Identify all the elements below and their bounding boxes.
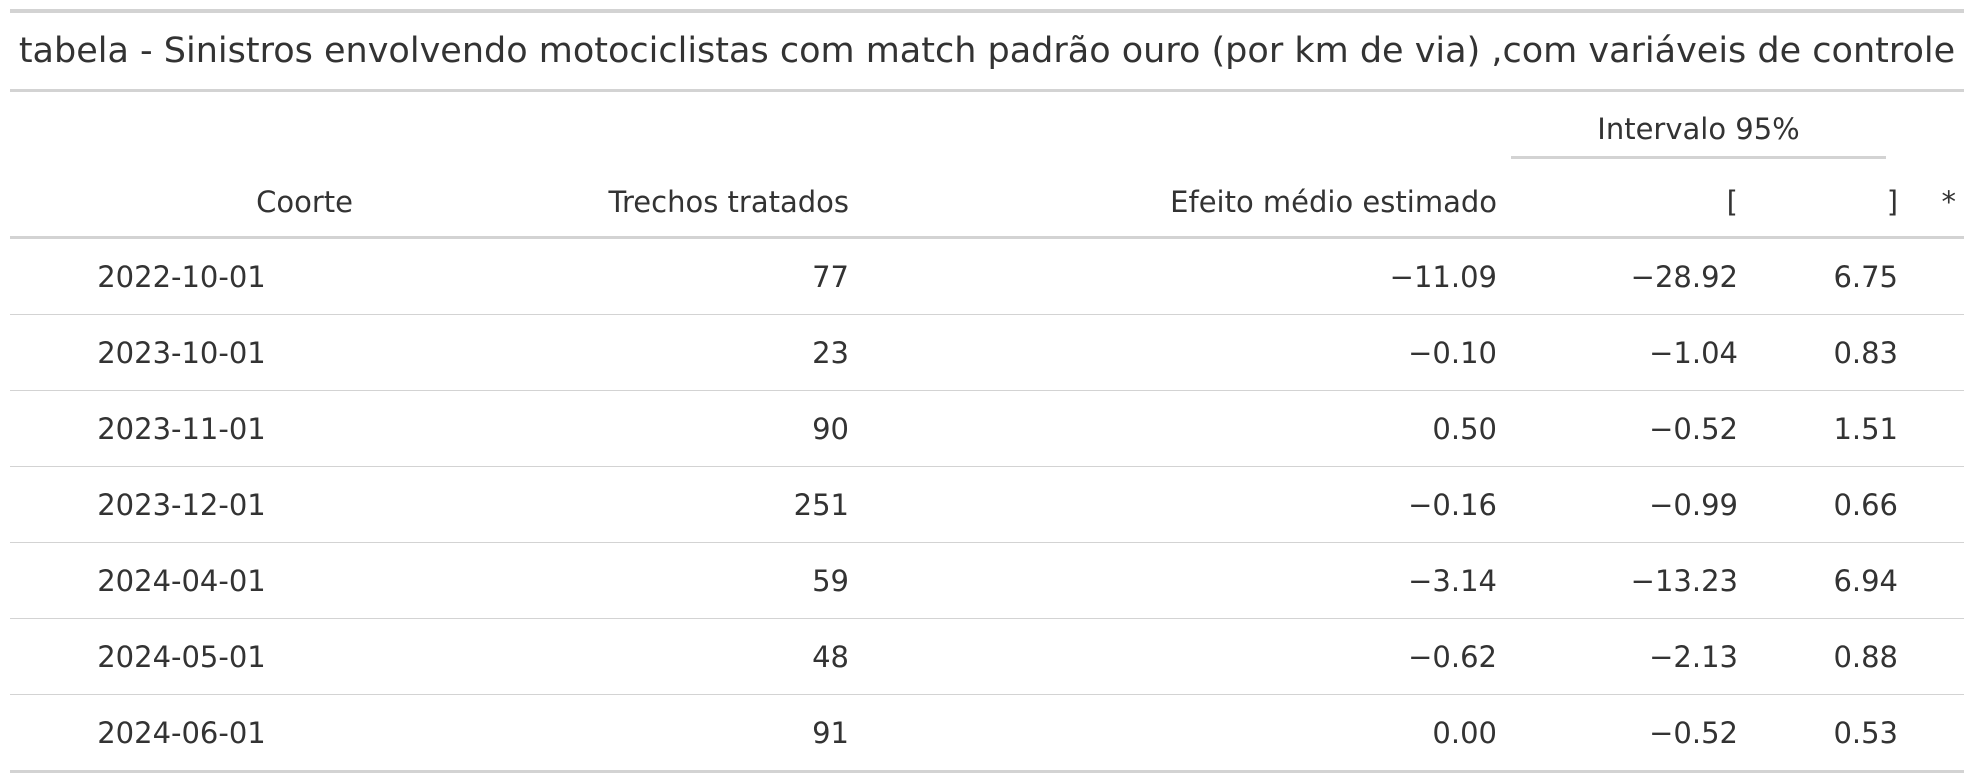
table-row: 2024-04-01 59 −3.14 −13.23 6.94 (10, 542, 1965, 619)
cell-trechos: 91 (353, 694, 849, 773)
table-body: 2022-10-01 77 −11.09 −28.92 6.75 2023-10-01 23… (10, 237, 1965, 773)
table-title: tabela - Sinistros envolvendo motociclis… (10, 13, 1964, 92)
cell-trechos: 90 (353, 390, 849, 467)
cell-upper-bound: 6.75 (1738, 237, 1899, 315)
cell-significance (1898, 542, 1965, 619)
cell-coorte: 2022-10-01 (10, 237, 353, 315)
cell-upper-bound: 1.51 (1738, 390, 1899, 467)
cell-efeito: −0.62 (849, 618, 1497, 695)
table-row: 2024-06-01 91 0.00 −0.52 0.53 (10, 694, 1965, 773)
spanner-empty-cell (1898, 92, 1964, 167)
cell-efeito: −3.14 (849, 542, 1497, 619)
cell-lower-bound: −13.23 (1497, 542, 1738, 619)
cell-significance (1898, 466, 1965, 543)
results-table: Intervalo 95% Coorte Trechos tratados Ef… (10, 92, 1965, 773)
cell-coorte: 2024-06-01 (10, 694, 353, 773)
cell-efeito: −0.16 (849, 466, 1497, 543)
cell-upper-bound: 0.53 (1738, 694, 1899, 773)
cell-significance (1898, 618, 1965, 695)
cell-lower-bound: −0.52 (1497, 390, 1738, 467)
cell-trechos: 59 (353, 542, 849, 619)
cell-trechos: 77 (353, 237, 849, 315)
cell-coorte: 2023-12-01 (10, 466, 353, 543)
cell-efeito: −11.09 (849, 237, 1497, 315)
cell-trechos: 251 (353, 466, 849, 543)
cell-significance (1898, 390, 1965, 467)
cell-lower-bound: −1.04 (1497, 314, 1738, 391)
table-row: 2023-10-01 23 −0.10 −1.04 0.83 (10, 314, 1965, 391)
table-row: 2023-12-01 251 −0.16 −0.99 0.66 (10, 466, 1965, 543)
column-header-lower-bound: [ (1497, 167, 1738, 239)
table-row: 2023-11-01 90 0.50 −0.52 1.51 (10, 390, 1965, 467)
column-header-upper-bound: ] (1738, 167, 1899, 239)
cell-upper-bound: 6.94 (1738, 542, 1899, 619)
cell-coorte: 2023-11-01 (10, 390, 353, 467)
cell-coorte: 2024-04-01 (10, 542, 353, 619)
column-header-coorte: Coorte (10, 167, 353, 239)
cell-lower-bound: −0.52 (1497, 694, 1738, 773)
cell-upper-bound: 0.83 (1738, 314, 1899, 391)
cell-lower-bound: −0.99 (1497, 466, 1738, 543)
spanner-empty-cell (10, 92, 353, 167)
cell-trechos: 23 (353, 314, 849, 391)
cell-upper-bound: 0.66 (1738, 466, 1899, 543)
column-header-efeito: Efeito médio estimado (849, 167, 1497, 239)
cell-lower-bound: −28.92 (1497, 237, 1738, 315)
cell-significance (1898, 314, 1965, 391)
cell-upper-bound: 0.88 (1738, 618, 1899, 695)
cell-significance (1898, 694, 1965, 773)
column-header-row: Coorte Trechos tratados Efeito médio est… (10, 167, 1965, 239)
spanner-row: Intervalo 95% (10, 92, 1964, 167)
table-row: 2024-05-01 48 −0.62 −2.13 0.88 (10, 618, 1965, 695)
cell-efeito: −0.10 (849, 314, 1497, 391)
cell-coorte: 2023-10-01 (10, 314, 353, 391)
cell-trechos: 48 (353, 618, 849, 695)
cell-efeito: 0.00 (849, 694, 1497, 773)
cell-coorte: 2024-05-01 (10, 618, 353, 695)
top-rule (10, 9, 1964, 13)
column-header-trechos: Trechos tratados (353, 167, 849, 239)
cell-efeito: 0.50 (849, 390, 1497, 467)
column-header-significance: * (1898, 167, 1965, 239)
table-row: 2022-10-01 77 −11.09 −28.92 6.75 (10, 237, 1965, 315)
confidence-interval-spanner: Intervalo 95% (1497, 92, 1898, 167)
spanner-empty-cell (353, 92, 849, 167)
spanner-empty-cell (849, 92, 1497, 167)
cell-significance (1898, 237, 1965, 315)
results-table-container: tabela - Sinistros envolvendo motociclis… (10, 9, 1965, 773)
cell-lower-bound: −2.13 (1497, 618, 1738, 695)
spanner-label: Intervalo 95% (1597, 112, 1800, 146)
